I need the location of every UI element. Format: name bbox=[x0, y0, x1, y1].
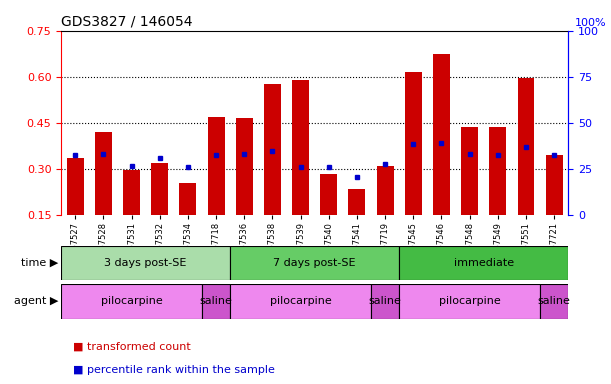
Bar bbox=[264, 84, 281, 215]
Bar bbox=[399, 284, 540, 319]
Text: 7 days post-SE: 7 days post-SE bbox=[273, 258, 356, 268]
Text: 100%: 100% bbox=[575, 18, 607, 28]
Text: ■ transformed count: ■ transformed count bbox=[73, 342, 191, 352]
Text: pilocarpine: pilocarpine bbox=[101, 296, 163, 306]
Bar bbox=[348, 189, 365, 215]
Bar bbox=[230, 284, 371, 319]
Bar bbox=[61, 284, 202, 319]
Bar bbox=[67, 158, 84, 215]
Bar bbox=[405, 72, 422, 215]
Text: pilocarpine: pilocarpine bbox=[269, 296, 331, 306]
Bar bbox=[489, 127, 507, 215]
Text: 3 days post-SE: 3 days post-SE bbox=[104, 258, 187, 268]
Bar bbox=[180, 183, 196, 215]
Bar bbox=[433, 54, 450, 215]
Text: saline: saline bbox=[538, 296, 571, 306]
Bar bbox=[546, 155, 563, 215]
Bar bbox=[61, 246, 230, 280]
Bar bbox=[376, 166, 393, 215]
Text: agent ▶: agent ▶ bbox=[13, 296, 58, 306]
Bar bbox=[518, 78, 535, 215]
Bar bbox=[95, 132, 112, 215]
Bar bbox=[152, 163, 168, 215]
Bar bbox=[399, 246, 568, 280]
Bar bbox=[123, 170, 140, 215]
Text: GDS3827 / 146054: GDS3827 / 146054 bbox=[61, 14, 192, 28]
Bar bbox=[202, 284, 230, 319]
Bar bbox=[236, 118, 253, 215]
Text: ■ percentile rank within the sample: ■ percentile rank within the sample bbox=[73, 365, 275, 375]
Text: saline: saline bbox=[368, 296, 401, 306]
Bar bbox=[371, 284, 399, 319]
Text: saline: saline bbox=[200, 296, 233, 306]
Bar bbox=[208, 117, 224, 215]
Bar bbox=[461, 127, 478, 215]
Text: time ▶: time ▶ bbox=[21, 258, 58, 268]
Text: pilocarpine: pilocarpine bbox=[439, 296, 500, 306]
Text: immediate: immediate bbox=[453, 258, 514, 268]
Bar bbox=[230, 246, 399, 280]
Bar bbox=[540, 284, 568, 319]
Bar bbox=[292, 80, 309, 215]
Bar bbox=[320, 174, 337, 215]
